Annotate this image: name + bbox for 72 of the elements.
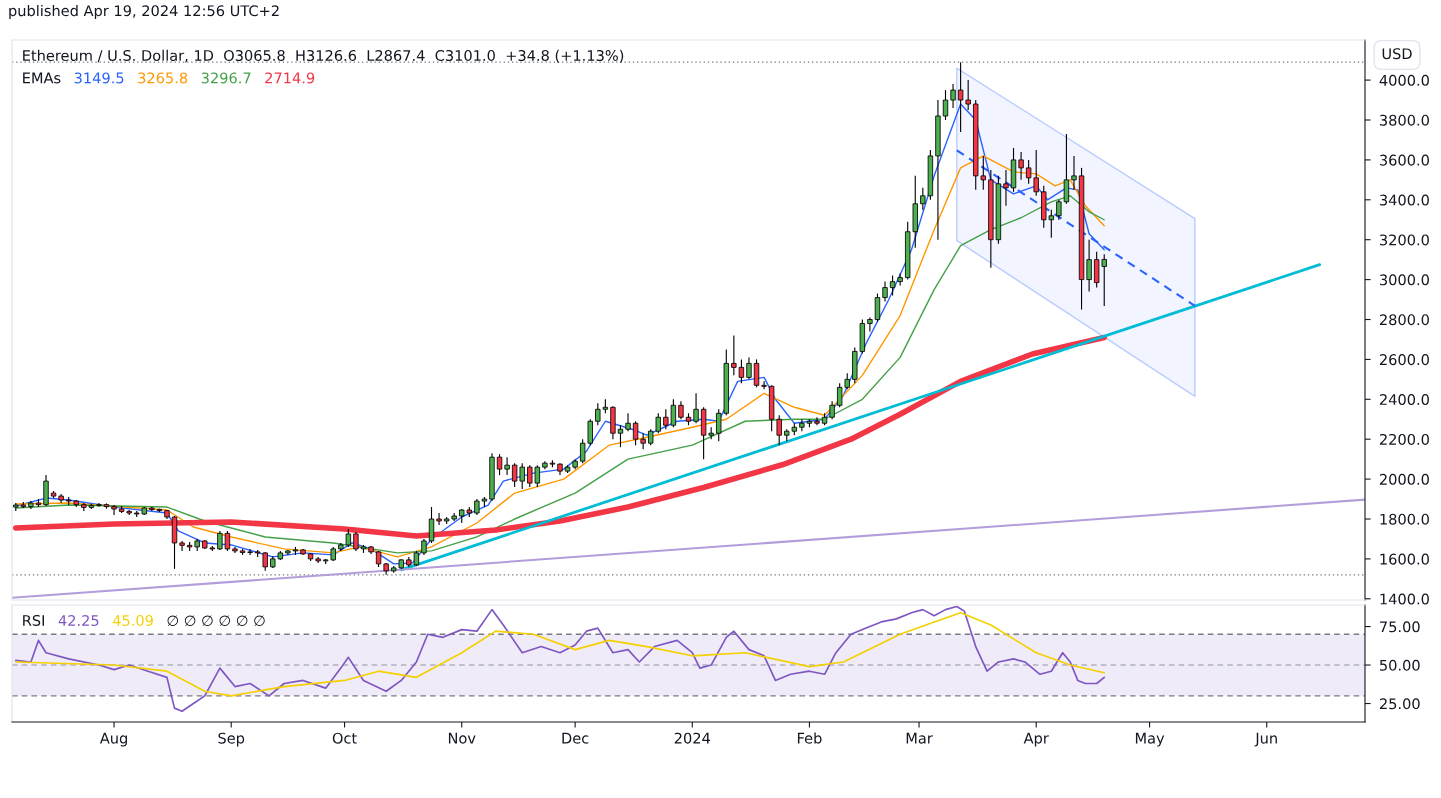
y-tick-label: 3000.0: [1380, 274, 1429, 286]
candlestick: [867, 316, 873, 333]
candlestick: [1056, 199, 1062, 221]
y-tick-label: 1800.0: [1380, 513, 1429, 525]
candlestick: [1071, 155, 1077, 191]
candlestick: [1018, 151, 1024, 181]
text: 45.09: [112, 614, 153, 627]
y-tick-label: 1400.0: [1380, 593, 1429, 605]
x-tick-label: Sep: [218, 732, 245, 747]
candlestick: [617, 424, 624, 448]
candlestick: [179, 540, 185, 552]
line-series: [14, 611, 1106, 697]
x-tick-label: Oct: [332, 732, 357, 744]
text: 3296.7: [201, 72, 251, 84]
x-tick-label: Jun: [1254, 732, 1277, 747]
series-label: 42.25: [58, 614, 99, 627]
candlestick: [950, 83, 956, 109]
y-tick-label: 2800.0: [1379, 314, 1429, 326]
annotation: ∅ ∅ ∅ ∅ ∅ ∅: [167, 615, 265, 626]
x-tick-label: 2024: [674, 732, 711, 744]
y-tick-label: 4000.0: [1379, 74, 1429, 86]
x-tick-label: Nov: [448, 732, 476, 744]
candlestick: [761, 380, 767, 390]
candlestick: [814, 416, 820, 426]
candlestick: [746, 356, 752, 380]
y-tick-label: 3200.0: [1380, 234, 1429, 246]
text: 3149.5: [74, 72, 124, 84]
x-tick-label: Apr: [1023, 732, 1049, 747]
y-tick-label: 25.00: [1379, 698, 1420, 710]
text: published Apr 19, 2024 12:56 UTC+2: [9, 4, 279, 20]
y-tick-label: 2000.0: [1379, 473, 1429, 485]
text: 3265.8: [138, 72, 188, 84]
line-series: [14, 605, 1106, 713]
x-tick-label: Mar: [906, 732, 933, 744]
candlestick: [693, 392, 699, 424]
candlestick: [882, 281, 888, 303]
text: USD: [1382, 48, 1412, 60]
legend-title: RSI: [23, 614, 44, 627]
x-tick-label: Dec: [562, 732, 589, 744]
text: 2714.9: [265, 72, 315, 84]
candlestick: [224, 530, 231, 552]
x-tick-label: Feb: [797, 732, 822, 744]
candlestick: [1086, 239, 1092, 293]
candlestick: [111, 504, 117, 516]
y-tick-label: 2400.0: [1379, 394, 1429, 406]
y-tick-label: 1600.0: [1380, 553, 1429, 565]
candlestick: [942, 89, 949, 121]
candlestick: [1003, 169, 1009, 207]
x-tick-label: May: [1135, 732, 1165, 747]
candlestick: [799, 418, 805, 432]
y-tick-label: 75.00: [1380, 621, 1420, 633]
y-tick-label: 50.00: [1380, 659, 1420, 671]
x-tick-label: Aug: [99, 732, 127, 747]
legend-title: EMAs: [23, 72, 61, 84]
text: Ethereum / U.S. Dollar, 1D O3065.8 H3126.6 L2867.4 C3101.0 +34.8 (+1.13%): [23, 49, 624, 63]
candlestick: [753, 358, 760, 388]
candlestick: [436, 512, 442, 526]
y-tick-label: 2600.0: [1379, 354, 1429, 366]
candlestick: [1063, 133, 1070, 205]
candlestick: [625, 412, 631, 432]
y-tick-label: 2200.0: [1379, 433, 1429, 445]
candlestick: [43, 474, 49, 507]
candlestick: [504, 456, 510, 476]
candlestick: [96, 502, 102, 508]
y-tick-label: 3800.0: [1380, 114, 1429, 126]
candlestick: [217, 530, 223, 551]
candlestick: [247, 548, 253, 556]
y-tick-label: 3600.0: [1380, 154, 1429, 166]
candlestick: [496, 453, 503, 476]
y-tick-label: 3400.0: [1380, 194, 1429, 206]
candlestick: [874, 293, 881, 323]
candlestick: [428, 506, 435, 544]
